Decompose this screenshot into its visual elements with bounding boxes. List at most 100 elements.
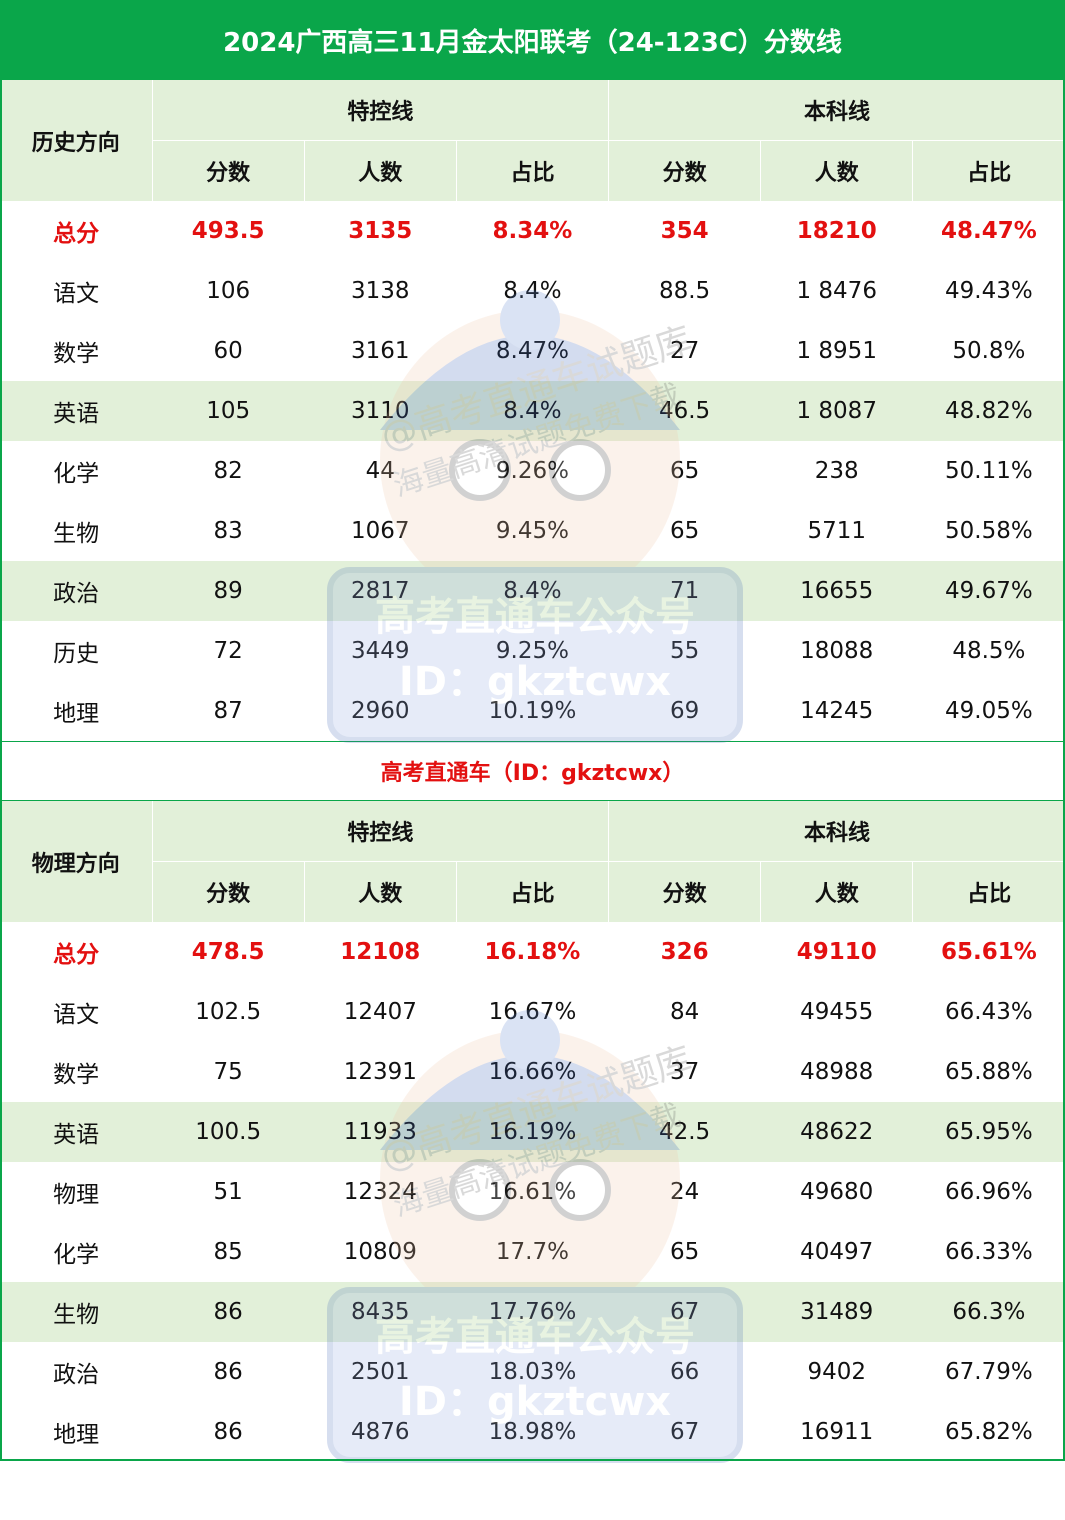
undergrad-score-cell: 354 <box>660 218 709 244</box>
undergrad-ratio-cell: 67.79% <box>945 1359 1033 1385</box>
special-ratio-cell: 16.61% <box>488 1179 577 1205</box>
subject-name: 政治 <box>0 561 153 621</box>
special-score-cell: 87 <box>213 698 243 724</box>
special-ratio-cell: 17.7% <box>495 1239 569 1265</box>
subject-name: 地理 <box>53 1422 100 1448</box>
undergrad-count-cell: 40497 <box>800 1239 874 1265</box>
undergrad-count-cell: 18210 <box>796 218 877 244</box>
subject-row: 化学 85 10809 17.7% 65 40497 66.33% <box>0 1222 1065 1282</box>
undergrad-score-cell: 65 <box>669 1239 700 1265</box>
undergrad-score-cell: 71 <box>608 561 761 621</box>
undergrad-count-cell: 16911 <box>800 1419 874 1445</box>
undergrad-ratio-cell: 65.95% <box>912 1102 1065 1162</box>
subject-name: 物理 <box>53 1182 100 1208</box>
special-score-cell: 86 <box>213 1419 243 1445</box>
undergrad-score-cell: 46.5 <box>608 381 761 441</box>
special-score-cell: 51 <box>213 1179 243 1205</box>
physics-header-row: 物理方向 特控线 本科线 <box>0 801 1065 922</box>
col-header-score: 分数 <box>151 861 305 922</box>
undergrad-ratio-cell: 49.05% <box>945 698 1033 724</box>
special-count-cell: 2960 <box>351 698 410 724</box>
undergrad-count-cell: 1 8476 <box>796 278 877 304</box>
page: 2024广西高三11月金太阳联考（24-123C）分数线 历史方向 特控线 本科… <box>0 0 1065 1463</box>
special-ratio-cell: 16.66% <box>488 1059 577 1085</box>
undergrad-score-cell: 84 <box>669 999 700 1025</box>
special-ratio-cell: 9.25% <box>495 638 569 664</box>
undergrad-ratio-cell: 65.61% <box>940 939 1037 965</box>
undergrad-count-cell: 9402 <box>807 1359 866 1385</box>
subject-row: 语文 106 3138 8.4% 88.5 1 8476 49.43% <box>0 261 1065 321</box>
undergrad-ratio-cell: 65.82% <box>945 1419 1033 1445</box>
special-score-cell: 102.5 <box>195 999 262 1025</box>
undergrad-count-cell: 49110 <box>796 939 877 965</box>
undergrad-ratio-cell: 66.3% <box>912 1282 1065 1342</box>
special-count-cell: 12391 <box>343 1059 417 1085</box>
special-ratio-cell: 8.4% <box>456 561 609 621</box>
col-header-ratio: 占比 <box>912 140 1065 201</box>
special-ratio-cell: 17.76% <box>456 1282 609 1342</box>
special-score-cell: 86 <box>213 1359 243 1385</box>
special-score-cell: 85 <box>213 1239 243 1265</box>
undergrad-score-cell: 37 <box>669 1059 700 1085</box>
special-count-cell: 3110 <box>304 381 457 441</box>
undergrad-score-cell: 24 <box>669 1179 700 1205</box>
undergrad-ratio-cell: 50.11% <box>945 458 1033 484</box>
undergrad-ratio-cell: 66.96% <box>945 1179 1033 1205</box>
subject-name: 化学 <box>53 461 100 487</box>
subject-name: 生物 <box>0 1282 153 1342</box>
subject-row: 政治 86 2501 18.03% 66 9402 67.79% <box>0 1342 1065 1402</box>
special-line-header: 特控线 <box>152 80 609 141</box>
undergrad-score-cell: 67 <box>669 1419 700 1445</box>
undergrad-count-cell: 49455 <box>800 999 874 1025</box>
special-count-cell: 1067 <box>351 518 410 544</box>
special-ratio-cell: 8.4% <box>456 381 609 441</box>
special-score-cell: 83 <box>213 518 243 544</box>
undergrad-line-header: 本科线 <box>608 801 1065 862</box>
subject-name: 历史 <box>53 641 100 667</box>
special-ratio-cell: 9.26% <box>495 458 569 484</box>
subject-name: 化学 <box>53 1242 100 1268</box>
subject-row: 历史 72 3449 9.25% 55 18088 48.5% <box>0 621 1065 681</box>
col-header-ratio: 占比 <box>455 861 609 922</box>
special-ratio-cell: 9.45% <box>495 518 569 544</box>
subject-name: 总分 <box>53 221 100 247</box>
col-header-score: 分数 <box>151 140 305 201</box>
undergrad-count-cell: 1 8951 <box>796 338 877 364</box>
special-score-cell: 72 <box>213 638 243 664</box>
subject-row: 数学 75 12391 16.66% 37 48988 65.88% <box>0 1042 1065 1102</box>
subject-row: 化学 82 44 9.26% 65 238 50.11% <box>0 441 1065 501</box>
total-row: 总分 478.5 12108 16.18% 326 49110 65.61% <box>0 922 1065 982</box>
special-score-cell: 100.5 <box>152 1102 305 1162</box>
physics-direction-label: 物理方向 <box>0 801 153 922</box>
undergrad-ratio-cell: 48.82% <box>912 381 1065 441</box>
special-ratio-cell: 10.19% <box>488 698 577 724</box>
special-line-header: 特控线 <box>152 801 609 862</box>
special-count-cell: 2817 <box>304 561 457 621</box>
special-ratio-cell: 8.4% <box>503 278 562 304</box>
special-score-cell: 60 <box>213 338 243 364</box>
col-header-count: 人数 <box>303 861 457 922</box>
special-ratio-cell: 16.19% <box>456 1102 609 1162</box>
special-count-cell: 8435 <box>304 1282 457 1342</box>
subject-row: 生物 86 8435 17.76% 67 31489 66.3% <box>0 1282 1065 1342</box>
total-row: 总分 493.5 3135 8.34% 354 18210 48.47% <box>0 201 1065 261</box>
col-header-ratio: 占比 <box>455 140 609 201</box>
special-count-cell: 2501 <box>351 1359 410 1385</box>
special-count-cell: 3449 <box>351 638 410 664</box>
subject-row: 地理 86 4876 18.98% 67 16911 65.82% <box>0 1402 1065 1462</box>
undergrad-line-header: 本科线 <box>608 80 1065 141</box>
undergrad-score-cell: 27 <box>669 338 700 364</box>
subject-name: 政治 <box>53 1362 100 1388</box>
subject-name: 语文 <box>53 281 100 307</box>
col-header-ratio: 占比 <box>912 861 1065 922</box>
special-count-cell: 10809 <box>343 1239 417 1265</box>
undergrad-score-cell: 66 <box>669 1359 700 1385</box>
special-ratio-cell: 18.98% <box>488 1419 577 1445</box>
special-score-cell: 478.5 <box>191 939 265 965</box>
undergrad-score-cell: 65 <box>669 518 700 544</box>
special-ratio-cell: 18.03% <box>488 1359 577 1385</box>
undergrad-count-cell: 14245 <box>800 698 874 724</box>
subject-row: 生物 83 1067 9.45% 65 5711 50.58% <box>0 501 1065 561</box>
special-count-cell: 11933 <box>304 1102 457 1162</box>
special-score-cell: 89 <box>152 561 305 621</box>
